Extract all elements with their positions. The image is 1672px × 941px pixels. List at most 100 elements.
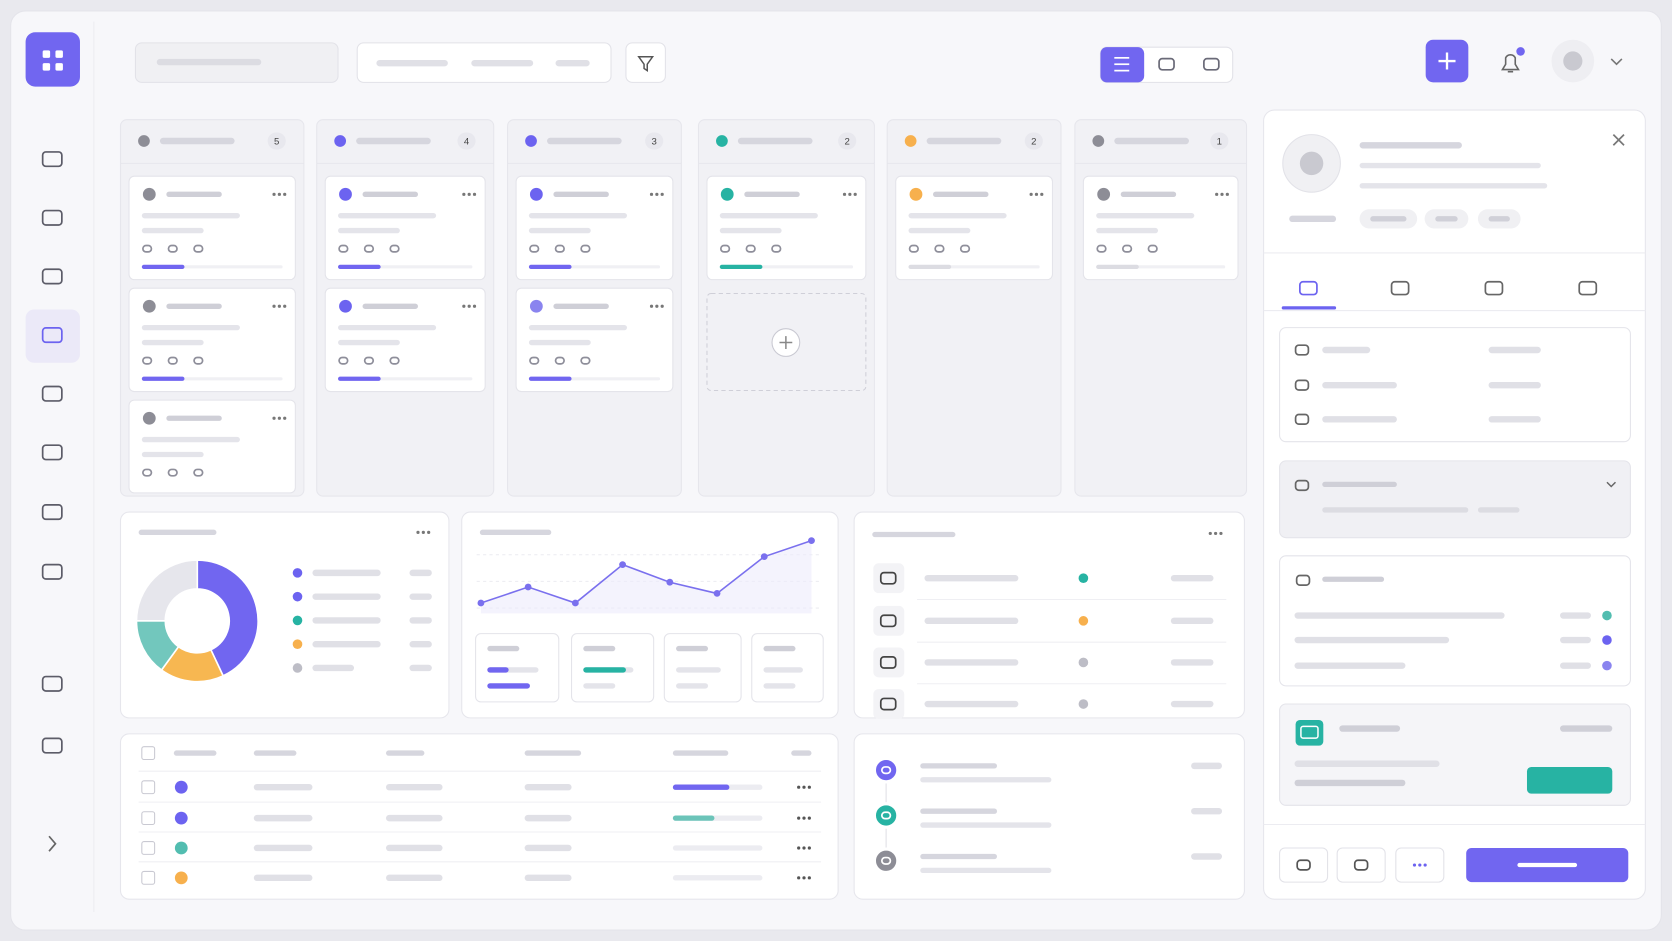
placeholder-bar: [1435, 216, 1458, 222]
checkbox[interactable]: [141, 780, 156, 795]
nav-icon[interactable]: [41, 737, 63, 754]
nav-icon[interactable]: [41, 151, 63, 168]
more-dot: [416, 530, 420, 534]
placeholder-bar: [253, 844, 313, 852]
orders-table: [119, 733, 839, 900]
more-dot: [1215, 192, 1219, 196]
nav-icon[interactable]: [41, 444, 63, 461]
task-card[interactable]: [895, 175, 1053, 281]
status-dot: [292, 615, 303, 626]
status-dot: [1078, 616, 1089, 626]
pay-button[interactable]: [1526, 766, 1613, 794]
placeholder-bar: [1359, 162, 1541, 169]
card-meta-icon: [1096, 244, 1107, 253]
nav-icon[interactable]: [41, 675, 63, 692]
footer-action[interactable]: [1336, 847, 1386, 883]
placeholder-bar: [253, 874, 313, 882]
task-card[interactable]: [128, 175, 296, 281]
placeholder-bar: [920, 763, 998, 769]
placeholder-bar: [1170, 575, 1214, 582]
card-meta-icon: [193, 244, 204, 253]
task-card[interactable]: [324, 287, 486, 393]
trend-point: [524, 583, 532, 591]
detail-tab[interactable]: [1390, 280, 1410, 296]
placeholder-bar: [141, 264, 185, 269]
filter-button[interactable]: [625, 42, 666, 83]
task-card[interactable]: [1082, 175, 1239, 281]
placeholder-bar: [479, 529, 552, 536]
sidebar-expand[interactable]: [48, 835, 57, 852]
avatar-chevron[interactable]: [1610, 58, 1623, 66]
placeholder-bar: [1560, 636, 1591, 644]
placeholder-bar: [141, 436, 240, 443]
placeholder-bar: [1359, 183, 1548, 189]
status-dot: [1516, 47, 1525, 56]
placeholder-bar: [1294, 612, 1505, 619]
placeholder-bar: [672, 750, 729, 756]
checkbox[interactable]: [141, 870, 156, 885]
count-badge: [1024, 132, 1043, 150]
placeholder-bar: [138, 529, 217, 536]
close-icon[interactable]: [1612, 134, 1625, 146]
placeholder-bar: [924, 575, 1019, 582]
placeholder-bar: [924, 659, 1019, 666]
view-grid[interactable]: [1203, 57, 1220, 71]
trend-point: [619, 561, 626, 569]
checkbox[interactable]: [141, 811, 156, 826]
detail-tab[interactable]: [1484, 280, 1504, 296]
activity-panel: [853, 733, 1245, 900]
nav-icon[interactable]: [41, 563, 63, 580]
bell-icon[interactable]: [1501, 54, 1520, 73]
placeholder-bar: [141, 376, 185, 381]
detail-tab[interactable]: [1298, 280, 1318, 296]
checkbox[interactable]: [141, 746, 156, 761]
placeholder-bar: [676, 667, 721, 673]
more-dot: [797, 816, 801, 820]
nav-icon[interactable]: [41, 504, 63, 521]
status-dot: [1299, 151, 1324, 176]
card-meta-icon: [719, 244, 731, 253]
nav-icon[interactable]: [41, 209, 63, 226]
logo-square: [42, 50, 51, 58]
placeholder-bar: [553, 303, 609, 309]
card-meta-icon: [389, 244, 400, 253]
part-icon: [879, 697, 897, 711]
logo[interactable]: [25, 32, 80, 87]
documents-accordion[interactable]: [1279, 460, 1631, 539]
view-board[interactable]: [1158, 57, 1175, 71]
placeholder-bar: [409, 569, 432, 577]
more-dot: [1034, 192, 1039, 196]
card-meta-icon: [745, 244, 756, 253]
task-card[interactable]: [515, 287, 674, 393]
placeholder-bar: [253, 784, 313, 791]
status-dot: [716, 135, 728, 147]
placeholder-bar: [409, 641, 432, 648]
nav-icon[interactable]: [41, 327, 63, 344]
task-card[interactable]: [515, 175, 674, 281]
checkbox[interactable]: [141, 841, 156, 855]
placeholder-bar: [312, 569, 381, 577]
placeholder-bar: [338, 264, 381, 269]
placeholder-bar: [166, 191, 222, 197]
placeholder-bar: [141, 339, 204, 346]
status-dot: [1563, 51, 1583, 71]
nav-icon[interactable]: [41, 268, 63, 285]
task-card[interactable]: [706, 175, 867, 281]
task-card[interactable]: [324, 175, 486, 281]
placeholder-bar: [672, 875, 763, 881]
nav-icon[interactable]: [41, 385, 63, 402]
placeholder-bar: [312, 664, 355, 672]
footer-action[interactable]: [1279, 847, 1329, 883]
placeholder-bar: [1294, 760, 1440, 767]
placeholder-bar: [908, 264, 952, 269]
more-dot: [462, 192, 466, 196]
status-dot: [339, 299, 352, 313]
placeholder-bar: [386, 844, 443, 852]
task-card[interactable]: [128, 287, 296, 393]
placeholder-bar: [173, 750, 217, 756]
add-card-placeholder[interactable]: [706, 292, 867, 392]
more-dot: [848, 192, 852, 196]
count-badge: [838, 132, 857, 150]
placeholder-bar: [141, 324, 240, 331]
detail-tab[interactable]: [1578, 280, 1598, 296]
